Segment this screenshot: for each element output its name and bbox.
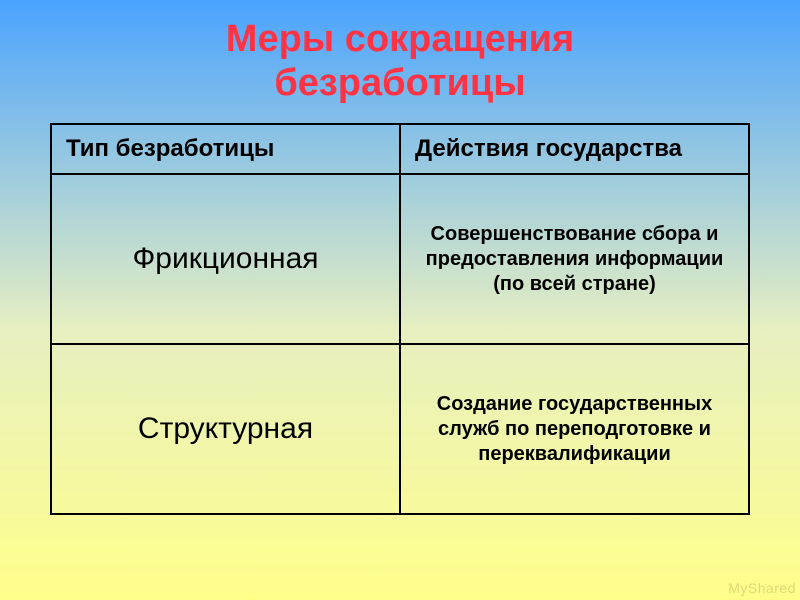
- header-action: Действия государства: [400, 124, 749, 174]
- title-line-1: Меры сокращения: [226, 18, 574, 60]
- slide: Меры сокращения безработицы Тип безработ…: [0, 0, 800, 600]
- type-cell: Структурная: [51, 344, 400, 514]
- slide-title: Меры сокращения безработицы: [50, 18, 750, 105]
- unemployment-table: Тип безработицы Действия государства Фри…: [50, 123, 750, 515]
- header-type: Тип безработицы: [51, 124, 400, 174]
- action-line: предоставления информации: [426, 248, 724, 270]
- action-line: Создание государственных служб по перепо…: [437, 393, 712, 465]
- title-line-2: безработицы: [274, 62, 525, 104]
- type-cell: Фрикционная: [51, 174, 400, 344]
- table-header-row: Тип безработицы Действия государства: [51, 124, 749, 174]
- action-line: Совершенствование сбора и: [431, 223, 719, 245]
- table-row: Фрикционная Совершенствование сбора и пре…: [51, 174, 749, 344]
- watermark: MyShared: [728, 580, 796, 596]
- action-cell: Совершенствование сбора и предоставления …: [400, 174, 749, 344]
- action-line: (по всей стране): [493, 273, 656, 295]
- table-row: Структурная Создание государственных слу…: [51, 344, 749, 514]
- action-cell: Создание государственных служб по перепо…: [400, 344, 749, 514]
